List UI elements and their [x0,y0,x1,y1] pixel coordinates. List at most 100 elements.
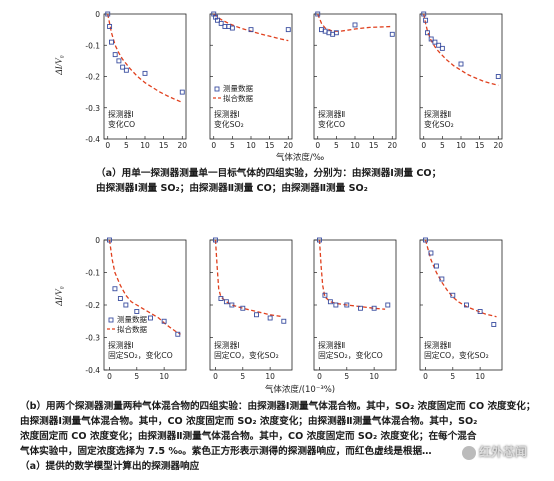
data-point [432,39,438,45]
data-point [322,292,328,298]
legend-data-label: 测量数据 [223,83,253,93]
data-point [179,89,185,95]
data-point [439,276,445,282]
x-tick-label: 5 [230,141,235,150]
figure-b-panels: 0-0.1-0.2-0.3-0.40 5 10测量数据拟合数据探测器Ⅰ固定SO₂，变… [85,236,503,381]
x-tick-label: 5 [450,372,455,381]
model-series-line [318,239,386,310]
x-tick-label: 5 [134,372,139,381]
caption-b-line4: 气体实验中，固定浓度选择为 7.5 ‰。紫色正方形表示测得的探测器响应，而红色虚… [20,446,432,457]
data-point [116,58,122,64]
model-series-line [214,239,282,318]
y-tick-label: 0 [95,10,100,19]
data-point [107,24,113,29]
x-tick-label: 10 [456,141,466,150]
data-point [433,263,439,269]
data-point [215,17,220,23]
data-point [107,237,112,243]
data-point [425,30,430,36]
x-tick-label: 10 [159,372,169,381]
x-tick-label: 0 [317,372,322,381]
legend-data-label: 测量数据 [117,314,147,324]
caption-b-line1: （b）用两个探测器测量两种气体混合物的四组实验：由探测器Ⅰ测量气体混合物。其中，… [20,401,536,412]
data-point [491,322,497,327]
data-point [123,67,129,73]
panel-annotation: 变化CO [318,119,345,129]
data-point [134,309,140,314]
x-tick-label: 10 [140,141,150,150]
x-tick-label: 5 [124,141,129,150]
panel-annotation: 探测器Ⅱ [318,340,345,350]
x-tick-label: 5 [334,141,339,150]
model-series-line [213,13,289,42]
x-tick-label: 20 [387,141,397,150]
panel-annotation: 变化CO [108,119,135,129]
x-tick-label: 0 [421,141,426,150]
data-point [423,237,428,243]
figure-a-xlabel: 气体浓度/‰ [276,152,324,163]
data-point [161,318,167,324]
x-tick-label: 0 [107,372,112,381]
y-tick-label: -0.2 [85,73,100,82]
legend-data-marker [214,86,220,92]
y-tick-label: -0.3 [85,334,100,343]
data-point [213,237,218,243]
chart-panel-b1: 0 -0.1 -0.2 -0.3 -0.4 0 5 10 测量数据拟合数据探测器Ⅰ固定SO₂，变… [85,236,187,381]
x-tick-label: 5 [440,141,445,150]
data-point [477,309,483,314]
y-tick-label: -0.4 [85,135,100,144]
x-tick-label: 15 [265,141,275,150]
x-tick-label: 10 [265,372,275,381]
panel-annotation: 固定SO₂，变化CO [318,350,383,360]
data-point [109,39,114,45]
caption-b: （b）用两个探测器测量两种气体混合物的四组实验：由探测器Ⅰ测量气体混合物。其中，… [20,399,540,474]
x-tick-label: 5 [344,372,349,381]
legend-model-label: 拟合数据 [117,324,147,334]
data-point [327,299,333,305]
caption-a-line2: 由探测器Ⅰ测量 SO₂；由探测器Ⅱ测量 CO；由探测器Ⅱ测量 SO₂ [96,183,368,194]
watermark: 红外芯闻 [462,443,527,460]
figure-a-ylabel: ΔI/V₀ [54,55,64,75]
data-point [428,250,434,256]
panel-annotation: 探测器Ⅱ [424,340,451,350]
data-point [352,22,358,28]
data-point [218,296,224,301]
y-tick-label: -0.1 [85,41,100,50]
data-point [458,61,464,67]
watermark-logo-icon [462,445,476,460]
data-point [117,296,123,301]
panel-annotation: 变化SO₂ [424,119,454,129]
x-tick-label: 20 [177,141,187,150]
data-point [229,302,235,308]
legend-data-marker [108,317,114,323]
panel-annotation: 探测器Ⅰ [214,109,240,119]
x-tick-label: 20 [493,141,503,150]
y-tick-label: 0 [95,236,100,245]
data-point [450,292,456,298]
panel-annotation: 探测器Ⅰ [108,340,134,350]
data-point [389,31,395,37]
data-point [285,27,291,33]
y-tick-label: -0.3 [85,104,100,113]
panel-annotation: 固定SO₂，变化CO [108,350,173,360]
x-tick-label: 15 [369,141,379,150]
data-point [142,70,148,76]
panel-annotation: 探测器Ⅰ [214,340,240,350]
panel-annotation: 变化SO₂ [214,119,244,129]
x-tick-label: 10 [350,141,360,150]
model-series-line [108,239,181,335]
caption-b-line2: 由探测器Ⅰ测量气体混合物。其中，CO 浓度固定而 SO₂ 浓度变化；由探测器Ⅱ测… [20,416,478,427]
data-point [436,42,442,48]
y-tick-label: -0.2 [85,301,100,310]
data-point [333,302,339,308]
x-tick-label: 0 [105,141,110,150]
x-tick-label: 15 [159,141,169,150]
data-point [333,30,339,36]
